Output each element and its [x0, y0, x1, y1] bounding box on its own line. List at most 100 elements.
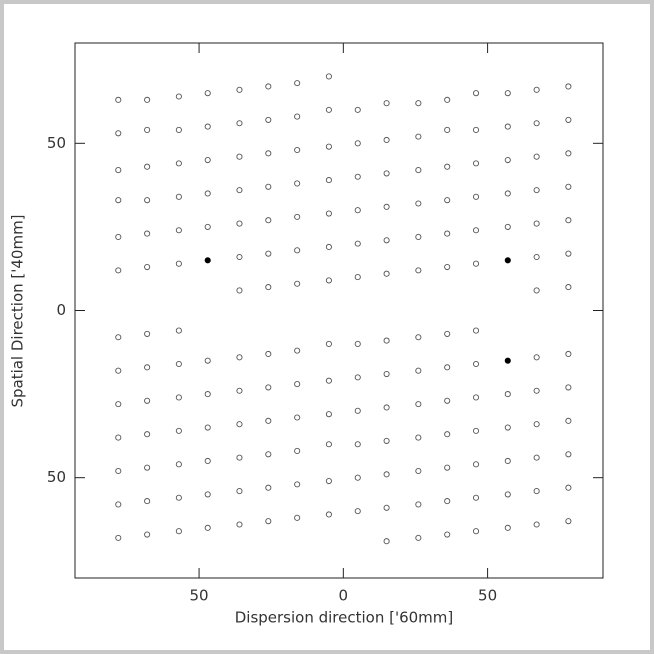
point: [565, 384, 572, 391]
point: [265, 417, 272, 424]
point: [175, 227, 182, 234]
point: [383, 270, 390, 277]
point: [533, 253, 540, 261]
point: [565, 183, 572, 190]
point: [444, 330, 451, 337]
point: [415, 334, 422, 341]
point: [144, 126, 151, 133]
point: [444, 263, 451, 271]
point: [383, 504, 390, 511]
point: [325, 210, 332, 217]
point: [504, 457, 511, 465]
point: [144, 531, 151, 538]
point: [325, 377, 332, 384]
point: [144, 397, 151, 404]
point: [144, 498, 151, 505]
y-tick-label: 50: [47, 468, 66, 486]
x-tick-label: 50: [478, 587, 497, 605]
point: [294, 514, 301, 521]
point: [472, 394, 480, 401]
point: [175, 360, 182, 368]
point: [504, 123, 511, 130]
point: [565, 116, 572, 123]
point: [294, 381, 301, 388]
point: [204, 190, 211, 197]
point: [444, 163, 451, 170]
point: [115, 233, 122, 240]
point: [533, 521, 540, 528]
plot-frame: [74, 42, 604, 579]
point: [236, 354, 243, 361]
point: [175, 160, 182, 167]
point: [144, 364, 151, 371]
point: [115, 334, 122, 341]
point: [472, 90, 480, 97]
point: [204, 424, 211, 431]
point: [533, 287, 540, 294]
point: [115, 267, 122, 274]
point: [204, 123, 211, 130]
point: [472, 327, 480, 334]
point: [383, 437, 390, 444]
point: [533, 220, 540, 227]
point: [354, 508, 361, 515]
point: [325, 106, 332, 113]
point: [175, 394, 182, 401]
point: [115, 467, 122, 475]
point: [175, 327, 182, 334]
point: [236, 86, 243, 93]
point: [175, 93, 182, 100]
point: [354, 407, 361, 414]
point: [204, 491, 211, 498]
point: [236, 421, 243, 428]
point: [472, 227, 480, 234]
point: [294, 80, 301, 87]
point: [533, 153, 540, 160]
point: [444, 197, 451, 204]
point: [294, 347, 301, 354]
point: [415, 401, 422, 408]
point: [415, 167, 422, 174]
point: [115, 401, 122, 408]
point: [565, 451, 572, 458]
point: [175, 427, 182, 434]
point: [533, 354, 540, 361]
point: [265, 350, 272, 358]
point: [415, 233, 422, 240]
point: [115, 167, 122, 174]
point: [444, 126, 451, 133]
point: [236, 488, 243, 495]
point: [294, 180, 301, 187]
point: [383, 170, 390, 177]
point: [325, 73, 332, 80]
point: [444, 531, 451, 538]
point: [565, 350, 572, 358]
point: [236, 120, 243, 127]
point: [565, 250, 572, 257]
point: [354, 207, 361, 214]
point: [175, 193, 182, 200]
point: [204, 90, 211, 97]
y-tick-label: 0: [56, 301, 66, 319]
point: [415, 367, 422, 374]
point: [565, 417, 572, 424]
point: [383, 471, 390, 478]
point: [294, 280, 301, 287]
x-tick-label: 50: [190, 587, 209, 605]
point: [144, 230, 151, 237]
point: [325, 441, 332, 448]
point: [444, 364, 451, 371]
point: [504, 190, 511, 197]
point: [444, 464, 451, 471]
point: [115, 197, 122, 204]
point: [294, 481, 301, 488]
point: [472, 360, 480, 368]
point: [504, 424, 511, 431]
point: [265, 116, 272, 123]
point: [354, 173, 361, 180]
point: [265, 284, 272, 291]
point: [204, 524, 211, 531]
point: [115, 434, 122, 441]
point: [472, 427, 480, 434]
